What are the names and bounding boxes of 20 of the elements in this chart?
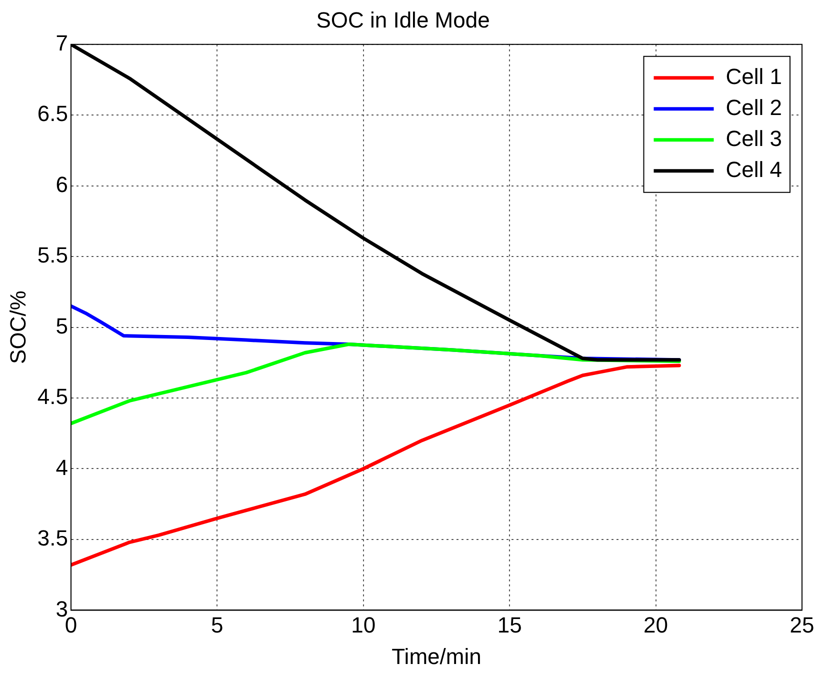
y-tick-label: 5	[56, 313, 68, 338]
y-tick-label: 5.5	[37, 242, 68, 268]
x-tick-label: 20	[644, 612, 668, 638]
x-tick-label: 15	[497, 612, 522, 638]
legend-label: Cell 2	[726, 94, 782, 120]
legend-label: Cell 1	[726, 64, 782, 89]
x-tick-label: 5	[211, 612, 224, 638]
x-tick-label: 10	[351, 612, 376, 638]
chart-title: SOC in Idle Mode	[316, 7, 490, 32]
y-tick-label: 6	[56, 172, 68, 197]
y-tick-label: 4	[56, 454, 68, 480]
y-axis-title: SOC/%	[5, 290, 30, 364]
x-axis-title: Time/min	[392, 644, 482, 669]
legend-label: Cell 3	[726, 126, 782, 151]
y-tick-label: 4.5	[37, 384, 68, 410]
x-tick-label: 25	[790, 612, 814, 638]
y-tick-label: 6.5	[37, 101, 68, 126]
y-tick-label: 7	[56, 30, 68, 56]
legend-label: Cell 4	[726, 156, 782, 182]
y-tick-label: 3.5	[37, 526, 68, 551]
